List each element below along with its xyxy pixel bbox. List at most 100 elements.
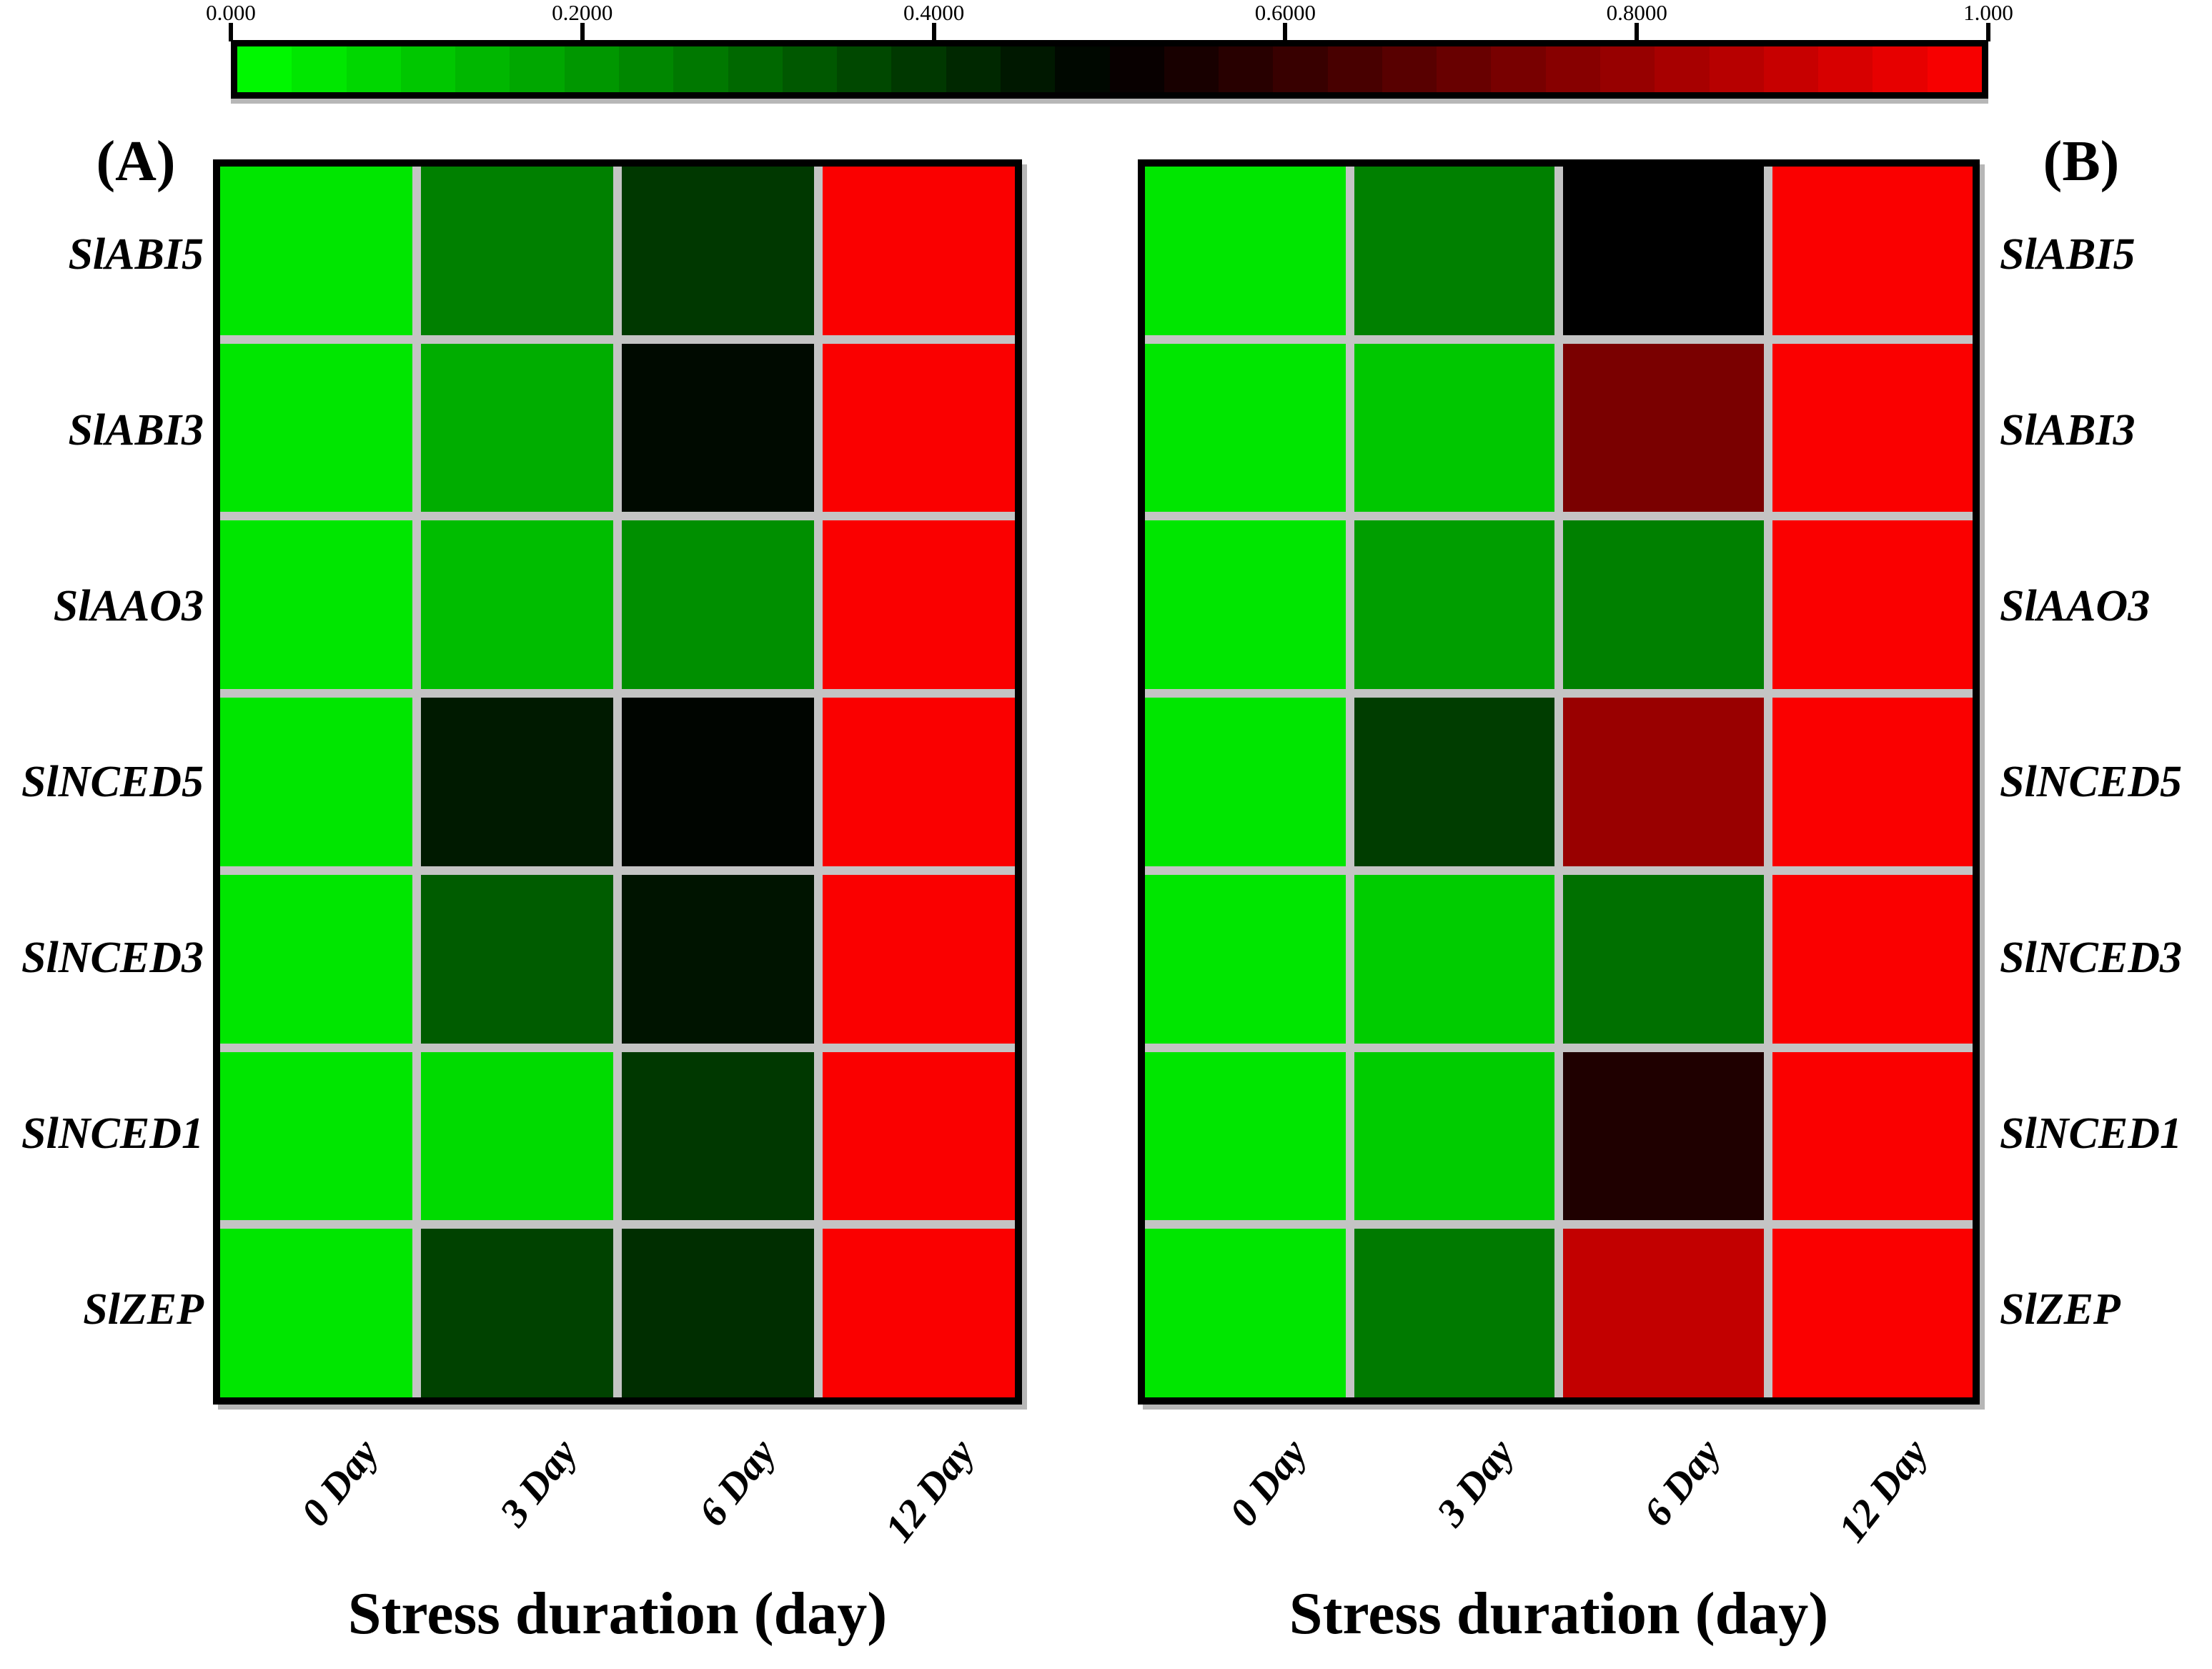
heatmap-cell-SlNCED3-12Day — [823, 874, 1015, 1044]
heatmap-cell-SlZEP-3Day — [421, 1229, 613, 1397]
row-labels-left: SlABI5 SlABI3 SlAAO3 SlNCED5 SlNCED3 SlNCED1 S… — [9, 167, 204, 1397]
heatmap-cell-SlABI5-12Day — [1772, 167, 1973, 335]
heatmap-cell-SlNCED5-6Day — [622, 698, 814, 866]
x-tick-label: 12 Day — [1830, 1431, 1937, 1551]
colorbar-segment — [455, 46, 510, 92]
heatmap-cell-SlABI5-3Day — [1354, 167, 1554, 335]
colorbar-tick-label: 0.000 — [206, 0, 256, 25]
heatmap-cell-SlNCED1-12Day — [1772, 1051, 1973, 1221]
gene-label: SlABI3 — [68, 406, 204, 455]
gene-label: SlABI3 — [2000, 406, 2136, 455]
heatmap-cell-SlAAO3-3Day — [1354, 520, 1554, 690]
heatmap-cell-SlABI3-3Day — [1354, 343, 1554, 512]
heatmap-cell-SlNCED3-6Day — [1563, 874, 1764, 1044]
heatmap-cell-SlNCED5-12Day — [823, 698, 1015, 866]
colorbar-segment — [837, 46, 892, 92]
gene-label: SlABI5 — [2000, 230, 2136, 279]
colorbar-segment — [1164, 46, 1219, 92]
row-labels-right: SlABI5 SlABI3 SlAAO3 SlNCED5 SlNCED3 SlNCED1 S… — [2000, 167, 2208, 1397]
row-label-slot: SlZEP — [9, 1222, 204, 1397]
heatmap-cell-SlZEP-12Day — [1772, 1229, 1973, 1397]
heatmap-cell-SlAAO3-0Day — [220, 520, 412, 690]
panel-a-letter: (A) — [96, 130, 176, 193]
row-label-slot: SlNCED3 — [2000, 870, 2208, 1046]
colorbar-tick-label: 0.8000 — [1606, 0, 1667, 25]
gene-label: SlZEP — [2000, 1285, 2121, 1334]
colorbar-segment — [510, 46, 565, 92]
heatmap-cell-SlNCED5-0Day — [1145, 698, 1346, 866]
gene-label: SlNCED5 — [21, 758, 204, 806]
row-label-slot: SlNCED3 — [9, 870, 204, 1046]
heatmap-panel-a — [213, 159, 1022, 1405]
heatmap-cell-SlABI5-6Day — [622, 167, 814, 335]
colorbar-tick — [580, 23, 585, 41]
heatmap-cell-SlNCED5-3Day — [421, 698, 613, 866]
colorbar-segment — [1873, 46, 1928, 92]
row-label-slot: SlNCED5 — [2000, 694, 2208, 870]
colorbar-tick-label: 0.2000 — [552, 0, 613, 25]
x-tick-label: 6 Day — [1635, 1431, 1730, 1535]
colorbar-segment — [346, 46, 401, 92]
heatmap-cell-SlZEP-3Day — [1354, 1229, 1554, 1397]
x-tick-cell: 0 Day — [1145, 1418, 1352, 1579]
heatmap-cell-SlNCED3-12Day — [1772, 874, 1973, 1044]
colorbar-tick — [1986, 23, 1990, 41]
heatmap-cell-SlABI5-12Day — [823, 167, 1015, 335]
heatmap-cell-SlAAO3-12Day — [1772, 520, 1973, 690]
colorbar-legend: 0.000 0.2000 0.4000 0.6000 0.8000 1.000 — [206, 0, 2013, 103]
colorbar-tick-label: 1.000 — [1963, 0, 2013, 25]
heatmap-cell-SlABI3-3Day — [421, 343, 613, 512]
heatmap-grid-a — [220, 167, 1015, 1397]
colorbar-tick — [931, 23, 936, 41]
heatmap-cell-SlABI5-6Day — [1563, 167, 1764, 335]
colorbar-segment — [1437, 46, 1492, 92]
x-tick-label: 3 Day — [491, 1431, 586, 1535]
heatmap-cell-SlAAO3-0Day — [1145, 520, 1346, 690]
colorbar-segment — [1763, 46, 1819, 92]
x-tick-cell: 0 Day — [220, 1418, 419, 1579]
heatmap-cell-SlZEP-6Day — [622, 1229, 814, 1397]
heatmap-grid-b — [1145, 167, 1973, 1397]
heatmap-cell-SlZEP-12Day — [823, 1229, 1015, 1397]
heatmap-cell-SlNCED1-3Day — [1354, 1051, 1554, 1221]
x-axis-title-a: Stress duration (day) — [347, 1580, 888, 1647]
row-label-slot: SlABI5 — [9, 167, 204, 342]
colorbar-segment — [1600, 46, 1655, 92]
colorbar-tick — [1635, 23, 1640, 41]
heatmap-cell-SlAAO3-6Day — [622, 520, 814, 690]
gene-label: SlNCED5 — [2000, 758, 2182, 806]
heatmap-cell-SlZEP-0Day — [1145, 1229, 1346, 1397]
gene-label: SlNCED3 — [2000, 933, 2182, 982]
colorbar-segment — [1491, 46, 1546, 92]
gene-label: SlNCED1 — [21, 1109, 204, 1158]
colorbar-tick — [229, 23, 233, 41]
colorbar-segment — [292, 46, 347, 92]
heatmap-cell-SlABI3-0Day — [220, 343, 412, 512]
colorbar-segment — [1109, 46, 1164, 92]
heatmap-cell-SlABI5-0Day — [1145, 167, 1346, 335]
x-tick-cell: 12 Day — [1766, 1418, 1973, 1579]
colorbar-segment — [400, 46, 456, 92]
x-tick-label: 6 Day — [690, 1431, 785, 1535]
gene-label: SlNCED3 — [21, 933, 204, 982]
heatmap-cell-SlABI5-0Day — [220, 167, 412, 335]
heatmap-cell-SlABI3-6Day — [622, 343, 814, 512]
colorbar-segment — [237, 46, 292, 92]
x-tick-label: 3 Day — [1428, 1431, 1523, 1535]
heatmap-cell-SlNCED3-3Day — [421, 874, 613, 1044]
colorbar-segment — [1382, 46, 1437, 92]
row-label-slot: SlABI3 — [2000, 342, 2208, 518]
panel-b-letter: (B) — [2043, 130, 2120, 193]
row-label-slot: SlNCED1 — [2000, 1046, 2208, 1222]
heatmap-cell-SlNCED3-0Day — [220, 874, 412, 1044]
heatmap-cell-SlNCED3-6Day — [622, 874, 814, 1044]
colorbar-segment — [728, 46, 783, 92]
colorbar-gradient — [231, 40, 1988, 99]
heatmap-cell-SlNCED1-0Day — [1145, 1051, 1346, 1221]
x-tick-labels-a: 0 Day 3 Day 6 Day 12 Day — [220, 1418, 1015, 1579]
heatmap-cell-SlNCED1-0Day — [220, 1051, 412, 1221]
colorbar-segment — [1055, 46, 1110, 92]
row-label-slot: SlABI3 — [9, 342, 204, 518]
row-label-slot: SlAAO3 — [9, 518, 204, 694]
heatmap-cell-SlNCED3-0Day — [1145, 874, 1346, 1044]
